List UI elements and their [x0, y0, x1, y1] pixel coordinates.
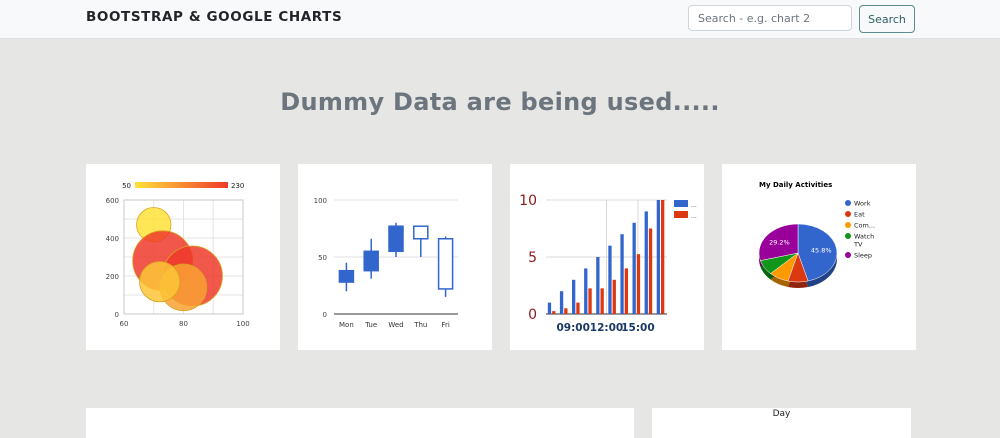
bar — [612, 279, 616, 314]
legend-label: Work — [854, 199, 871, 207]
y-tick-label: 10 — [519, 193, 537, 209]
bar — [620, 234, 624, 314]
bar — [608, 245, 612, 314]
bar-chart-card: 0 5 10 09:00 12:00 15:00...... — [510, 164, 704, 350]
candle-body — [363, 250, 379, 272]
legend-label: Com... — [854, 221, 875, 229]
bar — [576, 302, 580, 314]
candle-body — [413, 225, 429, 240]
search-input[interactable] — [688, 5, 852, 31]
bar — [644, 211, 648, 314]
bar — [584, 268, 588, 314]
legend-label: Sleep — [854, 251, 872, 259]
pie-slice — [758, 223, 799, 261]
candle-body — [437, 238, 454, 290]
page-headline: Dummy Data are being used..... — [280, 88, 720, 117]
bar — [588, 288, 592, 314]
legend-label: ... — [691, 202, 697, 209]
bottom-right-card: Day — [652, 408, 911, 438]
legend-marker — [845, 200, 851, 206]
legend-marker — [845, 211, 851, 217]
legend-swatch — [674, 211, 688, 218]
bar — [572, 279, 576, 314]
plot-frame — [123, 199, 244, 315]
x-tick-label: Fri — [441, 321, 449, 329]
x-tick-label: 80 — [179, 320, 188, 328]
candle-body — [338, 269, 355, 283]
legend-label: Watch — [854, 232, 874, 240]
bubble-chart-card: 50 230 0 200 400 600 60 80 100 — [86, 164, 280, 350]
x-tick-label: Mon — [339, 321, 354, 329]
color-axis-min: 50 — [122, 182, 131, 190]
day-axis-label: Day — [772, 409, 791, 419]
x-tick-label: 12:00 — [590, 322, 623, 334]
legend-marker — [845, 252, 851, 258]
candlestick-chart-card: 0 50 100 Mon Tue Wed Thu Fri — [298, 164, 492, 350]
chart-title: My Daily Activities — [759, 181, 832, 189]
pie-chart: My Daily Activities 45.8% 29.2% Work Eat Com.… — [758, 181, 875, 288]
color-axis-bar — [135, 182, 228, 188]
pie-chart-card: My Daily Activities 45.8% 29.2% Work Eat Com.… — [722, 164, 916, 350]
candlestick-chart: 0 50 100 Mon Tue Wed Thu Fri — [314, 197, 458, 329]
bar-chart: 0 5 10 09:00 12:0015:00...... — [519, 193, 697, 334]
bar — [564, 308, 568, 314]
candle-body — [388, 225, 404, 253]
x-tick-label: 100 — [236, 320, 249, 328]
x-tick-label: Wed — [388, 321, 403, 329]
legend-label: TV — [853, 240, 863, 248]
bar — [600, 288, 604, 314]
legend-label: Eat — [854, 210, 865, 218]
legend-label: ... — [691, 213, 697, 220]
bar — [547, 302, 552, 314]
pie-slice — [797, 223, 838, 282]
bar — [648, 228, 653, 314]
y-tick-label: 0 — [323, 311, 327, 319]
bubble-chart: 50 230 0 200 400 600 60 80 100 — [106, 182, 250, 328]
pie-slice-label: 29.2% — [769, 238, 790, 246]
legend-marker — [845, 222, 851, 228]
legend-marker — [845, 233, 851, 239]
y-tick-label: 0 — [115, 311, 119, 319]
bar — [656, 200, 661, 314]
y-tick-label: 0 — [528, 307, 537, 323]
bubble-point — [139, 261, 181, 303]
y-tick-label: 400 — [106, 235, 119, 243]
x-tick-label: 15:00 — [621, 322, 654, 334]
pie-slice-label: 45.8% — [811, 247, 832, 255]
bar — [596, 257, 600, 314]
y-tick-label: 600 — [106, 197, 119, 205]
bar — [632, 222, 636, 314]
y-tick-label: 200 — [106, 273, 119, 281]
search-button[interactable]: Search — [859, 5, 915, 33]
navbar: BOOTSTRAP & GOOGLE CHARTS Search — [0, 0, 1000, 39]
bar — [559, 291, 564, 314]
y-tick-label: 50 — [318, 254, 327, 262]
navbar-brand[interactable]: BOOTSTRAP & GOOGLE CHARTS — [86, 9, 343, 25]
x-tick-label: Tue — [364, 321, 377, 329]
bottom-left-card — [86, 408, 634, 438]
x-tick-label: 09:00 — [557, 322, 590, 334]
y-tick-label: 5 — [528, 250, 537, 266]
bar — [552, 311, 556, 314]
bar — [661, 200, 665, 314]
color-axis-max: 230 — [231, 182, 244, 190]
x-tick-label: 60 — [120, 320, 129, 328]
bar — [624, 268, 629, 314]
y-tick-label: 100 — [314, 197, 327, 205]
legend-swatch — [674, 200, 688, 207]
bar — [636, 254, 641, 314]
x-tick-label: Thu — [413, 321, 427, 329]
